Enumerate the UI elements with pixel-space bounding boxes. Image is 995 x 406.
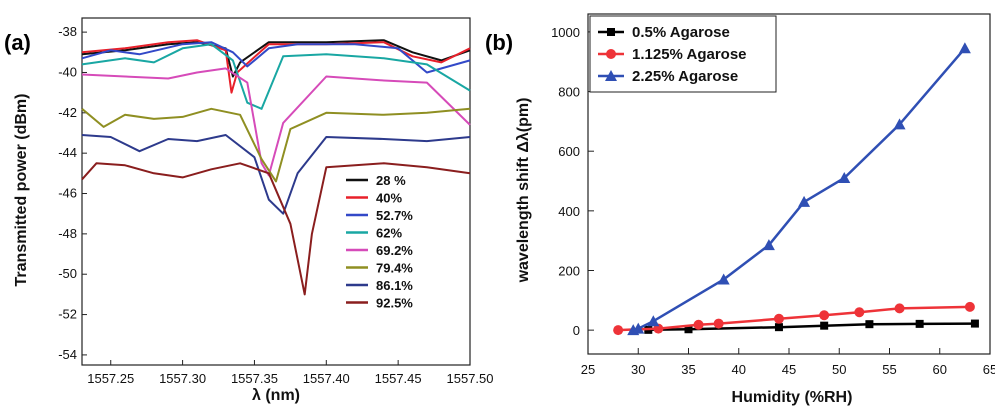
legend-label: 92.5% [376,296,413,311]
panel-a: (a) -38-40-42-44-46-48-50-52-54 1557.25 1… [4,17,494,404]
legend-label: 62% [376,226,402,241]
y-tick-label: -42 [58,105,77,120]
data-point [693,319,704,330]
data-point [964,301,975,312]
data-point [893,118,906,130]
series-line-4 [81,67,471,177]
data-point [819,310,830,321]
panel-b-x-label: Humidity (%RH) [732,389,853,406]
y-tick-label: 1000 [551,25,580,40]
series-line-7 [81,162,471,296]
data-point [820,321,829,330]
x-tick-label: 55 [882,362,896,377]
panel-a-x-ticks: 1557.25 1557.30 1557.35 1557.40 1557.45 1557.… [87,360,494,386]
data-point [713,318,724,329]
panel-b-y-ticks: 0 200 400 600 800 1000 [551,25,594,338]
data-point [774,323,783,332]
panel-b-x-ticks: 25 30 35 40 45 50 55 60 65 [581,348,995,377]
data-point [798,195,811,207]
data-point [865,320,874,329]
x-tick-label: 65 [983,362,995,377]
y-tick-label: -50 [58,266,77,281]
x-tick-label: 1557.40 [303,371,350,386]
x-tick-label: 1557.25 [87,371,134,386]
legend-label: 86.1% [376,278,413,293]
series-line-5 [81,107,471,183]
legend-label: 28 % [376,173,406,188]
y-tick-label: -38 [58,24,77,39]
panel-b-y-label: wavelength shift Δλ(pm) [515,98,532,284]
y-tick-label: 200 [558,263,580,278]
data-point [958,42,971,54]
panel-a-y-label: Transmitted power (dBm) [13,94,30,287]
y-tick-label: -46 [58,186,77,201]
y-tick-label: -48 [58,226,77,241]
y-tick-label: -44 [58,145,77,160]
x-tick-label: 45 [782,362,796,377]
data-point [613,325,624,336]
y-tick-label: 800 [558,85,580,100]
panel-a-x-label: λ (nm) [252,387,300,404]
data-point [632,322,645,334]
y-tick-label: 600 [558,144,580,159]
legend-label: 79.4% [376,261,413,276]
series-line-2 [81,41,471,74]
y-tick-label: 0 [573,323,580,338]
legend-marker [605,70,617,81]
series-line-3 [81,43,471,110]
legend-marker [607,28,615,36]
data-point [838,172,851,184]
legend-label: 40% [376,191,402,206]
legend-marker [606,49,616,59]
data-point [684,325,693,334]
panel-a-legend: 28 % 40% 52.7% 62% 69.2% 79.4% 86.1% 92.5% [346,173,413,311]
panel-a-label: (a) [4,30,31,55]
panel-a-y-ticks: -38 -40 -42 -44 -46 -48 -50 -52 -54 [58,24,87,362]
data-point [970,319,979,328]
data-point [647,315,660,327]
x-tick-label: 1557.45 [375,371,422,386]
data-point [773,313,784,324]
x-tick-label: 50 [832,362,846,377]
x-tick-label: 25 [581,362,595,377]
x-tick-label: 1557.35 [231,371,278,386]
series-line-0 [81,39,471,78]
y-tick-label: -54 [58,347,77,362]
data-point [717,273,730,285]
x-tick-label: 30 [631,362,645,377]
legend-label: 0.5% Agarose [632,24,730,41]
x-tick-label: 1557.50 [447,371,494,386]
y-tick-label: 400 [558,204,580,219]
panel-b-legend: 0.5% Agarose 1.125% Agarose 2.25% Agarose [589,15,777,93]
y-tick-label: -52 [58,307,77,322]
panel-b-label: (b) [485,30,513,55]
panel-b-series [613,42,979,336]
x-tick-label: 35 [681,362,695,377]
x-tick-label: 40 [732,362,746,377]
x-tick-label: 60 [933,362,947,377]
panel-b: (b) 0 200 400 600 800 1000 25 30 35 40 45 50 55 60 65… [485,13,995,406]
data-point [854,307,865,318]
legend-label: 1.125% Agarose [632,46,747,63]
panel-a-frame [81,17,471,366]
data-point [915,319,924,328]
legend-label: 52.7% [376,208,413,223]
x-tick-label: 1557.30 [159,371,206,386]
panel-a-series [81,39,471,296]
data-point [894,303,905,314]
y-tick-label: -40 [58,64,77,79]
series-line-6 [81,134,471,215]
legend-label: 2.25% Agarose [632,68,738,85]
legend-label: 69.2% [376,243,413,258]
data-point [762,239,775,251]
